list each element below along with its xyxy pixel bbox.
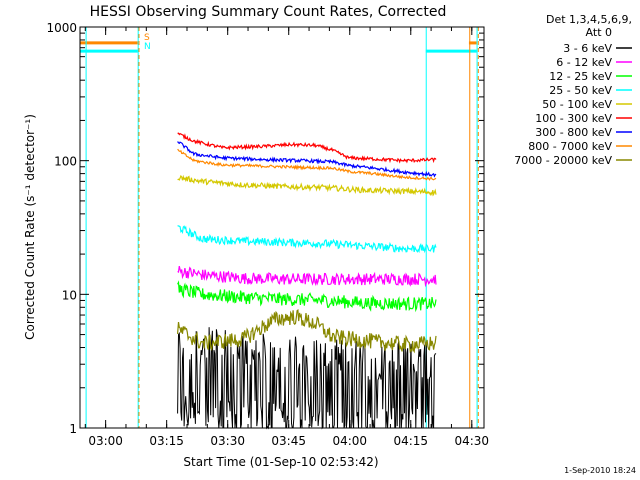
- series-line-8: [177, 308, 437, 354]
- y-tick-label-2: 100: [54, 155, 77, 169]
- footer-timestamp: 1-Sep-2010 18:24: [564, 466, 636, 475]
- x-tick-label-5: 04:15: [393, 434, 428, 448]
- legend-label-5: 100 - 300 keV: [535, 112, 612, 125]
- y-tick-label-3: 1000: [46, 21, 77, 35]
- y-tick-label-1: 10: [62, 288, 77, 302]
- series-line-2: [177, 280, 437, 313]
- series-layer: [177, 132, 437, 430]
- x-axis-label: Start Time (01-Sep-10 02:53:42): [183, 455, 378, 469]
- series-line-3: [177, 225, 437, 254]
- plot-area: SN: [80, 27, 479, 430]
- series-line-0: [177, 327, 437, 430]
- x-tick-label-2: 03:30: [210, 434, 245, 448]
- plot-frame: [79, 26, 485, 429]
- x-tick-label-1: 03:15: [149, 434, 184, 448]
- legend-label-1: 6 - 12 keV: [556, 56, 612, 69]
- legend-label-2: 12 - 25 keV: [549, 70, 612, 83]
- series-line-5: [177, 132, 437, 164]
- legend-label-8: 7000 - 20000 keV: [514, 154, 612, 167]
- legend-label-6: 300 - 800 keV: [535, 126, 612, 139]
- series-line-7: [177, 148, 437, 181]
- legend-label-7: 800 - 7000 keV: [528, 140, 612, 153]
- x-tick-label-4: 04:00: [332, 434, 367, 448]
- legend-label-0: 3 - 6 keV: [563, 42, 612, 55]
- chart-title: HESSI Observing Summary Count Rates, Cor…: [90, 4, 447, 20]
- y-tick-label-0: 1: [69, 422, 77, 436]
- x-axis: 03:00 03:15 03:30 03:45 04:00 04:15 04:30: [84, 27, 489, 448]
- series-line-4: [177, 174, 437, 197]
- x-tick-label-6: 04:30: [454, 434, 489, 448]
- saa-marker-n: N: [144, 42, 151, 52]
- y-axis-label: Corrected Count Rate (s⁻¹ detector⁻¹): [23, 114, 37, 340]
- series-line-6: [177, 141, 437, 178]
- x-tick-label-0: 03:00: [88, 434, 123, 448]
- legend-label-3: 25 - 50 keV: [549, 84, 612, 97]
- y-axis: 1 10 100 1000: [46, 21, 484, 436]
- series-line-1: [177, 265, 437, 288]
- legend-header-line-1: Det 1,3,4,5,6,9,: [546, 13, 632, 26]
- saa-marker-s: S: [144, 33, 150, 43]
- legend-label-4: 50 - 100 keV: [542, 98, 612, 111]
- legend-header-line-2: Att 0: [586, 26, 612, 39]
- x-tick-label-3: 03:45: [271, 434, 306, 448]
